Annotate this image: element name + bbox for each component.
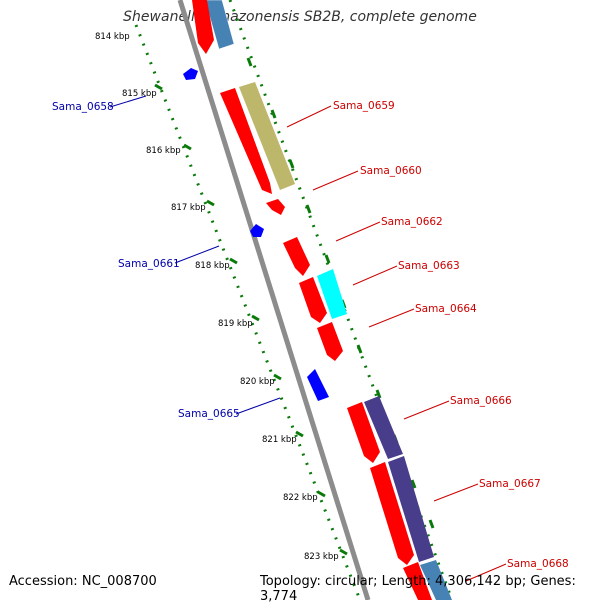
outer-tick: [246, 57, 253, 67]
topology-label: Topology:: [260, 574, 321, 589]
leader-sama-0665: [235, 397, 281, 415]
gene-label-sama-0660[interactable]: Sama_0660: [360, 165, 422, 177]
outer-tick: [305, 204, 312, 214]
cog-bar-steel[interactable]: [204, 0, 235, 50]
cds-arrow-sama-0665[interactable]: [307, 369, 329, 401]
gene-label-sama-0668[interactable]: Sama_0668: [507, 558, 569, 570]
leader-sama-0661: [174, 245, 220, 264]
gene-label-sama-0663[interactable]: Sama_0663: [398, 260, 460, 272]
cds-arrow-sama-0668[interactable]: [403, 562, 432, 600]
tick-label-823: 823 kbp: [304, 552, 339, 562]
cds-arrow-sama-0660[interactable]: [266, 199, 285, 215]
gene-label-sama-0667[interactable]: Sama_0667: [479, 478, 541, 490]
genes-label: Genes:: [530, 574, 576, 589]
leader-sama-0662: [335, 221, 381, 242]
cds-arrow-sama-0662[interactable]: [283, 237, 310, 276]
genome-backbone: [177, 0, 371, 600]
tick-label-820: 820 kbp: [240, 377, 275, 387]
inner-tick: [273, 373, 282, 381]
inner-tick: [183, 143, 192, 151]
leader-sama-0666: [403, 400, 450, 420]
accession-label: Accession:: [9, 574, 78, 589]
cds-arrow-sama-0658[interactable]: [183, 68, 198, 80]
inner-tick: [339, 548, 348, 556]
tick-label-815: 815 kbp: [122, 89, 157, 99]
gene-label-sama-0662[interactable]: Sama_0662: [381, 216, 443, 228]
reverse-cds: [183, 68, 329, 401]
cds-arrow-sama-0664[interactable]: [317, 322, 343, 361]
tick-label-822: 822 kbp: [283, 493, 318, 503]
cog-features: [204, 0, 452, 600]
inner-tick: [229, 257, 238, 265]
tick-label-821: 821 kbp: [262, 435, 297, 445]
length-label: Length:: [381, 574, 431, 589]
inner-tick: [251, 314, 260, 322]
genes-value: 3,774: [260, 589, 298, 604]
outer-tick: [375, 389, 382, 399]
tick-label-818: 818 kbp: [195, 261, 230, 271]
accession-text: Accession: NC_008700: [9, 574, 157, 589]
outer-tick: [356, 344, 363, 354]
tick-label-819: 819 kbp: [218, 319, 253, 329]
inner-tick: [317, 490, 326, 498]
inner-tick: [295, 430, 304, 438]
forward-cds: [192, 0, 432, 600]
gene-label-sama-0665[interactable]: Sama_0665: [178, 408, 240, 420]
cds-arrow[interactable]: [192, 0, 214, 54]
cog-bar-tan[interactable]: [239, 82, 295, 190]
gene-label-sama-0661[interactable]: Sama_0661: [118, 258, 180, 270]
topology-value: circular: [324, 574, 374, 589]
cds-arrow-sama-0667[interactable]: [370, 462, 414, 565]
gene-label-sama-0666[interactable]: Sama_0666: [450, 395, 512, 407]
cog-bar-purple-1[interactable]: [364, 396, 403, 459]
cog-bar-steel-2[interactable]: [420, 560, 452, 600]
leader-sama-0667: [433, 483, 479, 502]
outer-tick: [270, 109, 277, 119]
inner-ruler-ticks: [154, 83, 348, 556]
leader-sama-0659: [286, 105, 332, 128]
inner-tick: [154, 83, 163, 91]
outer-tick: [428, 519, 435, 529]
outer-tick: [288, 159, 295, 169]
cds-arrow-sama-0666[interactable]: [347, 402, 380, 463]
tick-label-816: 816 kbp: [146, 146, 181, 156]
tick-label-817: 817 kbp: [171, 203, 206, 213]
outer-tick: [410, 479, 417, 489]
leader-sama-0660: [312, 170, 359, 191]
leader-sama-0663: [352, 265, 398, 286]
outer-ruler-ticks: [246, 57, 435, 529]
gene-label-sama-0658[interactable]: Sama_0658: [52, 101, 114, 113]
gene-label-sama-0659[interactable]: Sama_0659: [333, 100, 395, 112]
tick-label-814: 814 kbp: [95, 32, 130, 42]
leader-sama-0658: [109, 95, 147, 108]
inner-tick: [206, 199, 215, 207]
outer-tick: [324, 254, 331, 264]
leader-sama-0664: [368, 308, 415, 328]
leader-sama-0668: [465, 563, 507, 582]
cds-arrow-sama-0663[interactable]: [299, 277, 327, 323]
cds-arrow-sama-0661[interactable]: [250, 224, 264, 237]
cds-arrow-sama-0659[interactable]: [220, 88, 272, 194]
cog-bar-purple-2[interactable]: [388, 456, 434, 562]
accession-value: NC_008700: [81, 574, 157, 589]
length-value: 4,306,142 bp: [435, 574, 522, 589]
gene-label-sama-0664[interactable]: Sama_0664: [415, 303, 477, 315]
cog-bar-cyan[interactable]: [317, 269, 347, 319]
